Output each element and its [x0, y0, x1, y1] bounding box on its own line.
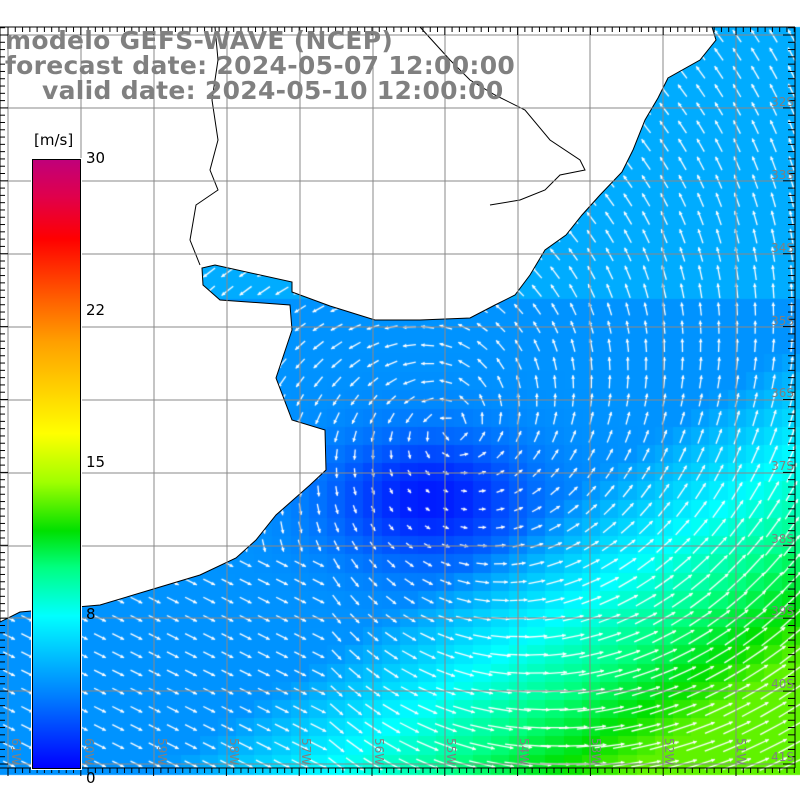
lon-label: 54W: [517, 738, 531, 766]
colorbar: [31, 158, 82, 770]
lat-label: 40S: [771, 677, 794, 691]
lon-label: 60W: [82, 738, 96, 766]
colorbar-unit: [m/s]: [33, 131, 75, 149]
lat-label: 36S: [771, 386, 794, 400]
lon-label: 56W: [372, 738, 386, 766]
graticule: [0, 27, 795, 768]
colorbar-tick: 30: [86, 149, 106, 167]
lon-label: 57W: [299, 738, 313, 766]
lon-label: 61W: [9, 738, 23, 766]
model-title: modelo GEFS-WAVE (NCEP): [5, 26, 394, 55]
lat-label: 35S: [771, 314, 794, 328]
lon-label: 53W: [589, 738, 603, 766]
coast-line-north: [419, 26, 586, 206]
river-border-line: [189, 26, 219, 266]
lat-label: 37S: [771, 459, 794, 473]
lon-label: 58W: [227, 738, 241, 766]
colorbar-tick: 15: [86, 453, 106, 471]
lon-label: 55W: [444, 738, 458, 766]
colorbar-tick: 0: [86, 769, 96, 787]
valid-date: valid date: 2024-05-10 12:00:00: [42, 76, 504, 105]
lat-label: 32S: [771, 95, 794, 109]
axis-ticks: [0, 26, 796, 776]
lon-label: 52W: [662, 738, 676, 766]
lat-label: 33S: [771, 168, 794, 182]
colorbar-tick: 8: [86, 605, 96, 623]
colorbar-tick: 22: [86, 301, 106, 319]
land-mass: [0, 26, 717, 623]
lat-label: 38S: [771, 532, 794, 546]
lat-label: 39S: [771, 604, 794, 618]
lat-label: 34S: [771, 241, 794, 255]
lon-label: 51W: [734, 738, 748, 766]
forecast-date: forecast date: 2024-05-07 12:00:00: [5, 51, 516, 80]
lat-label: 41S: [771, 750, 794, 764]
lon-label: 59W: [155, 738, 169, 766]
